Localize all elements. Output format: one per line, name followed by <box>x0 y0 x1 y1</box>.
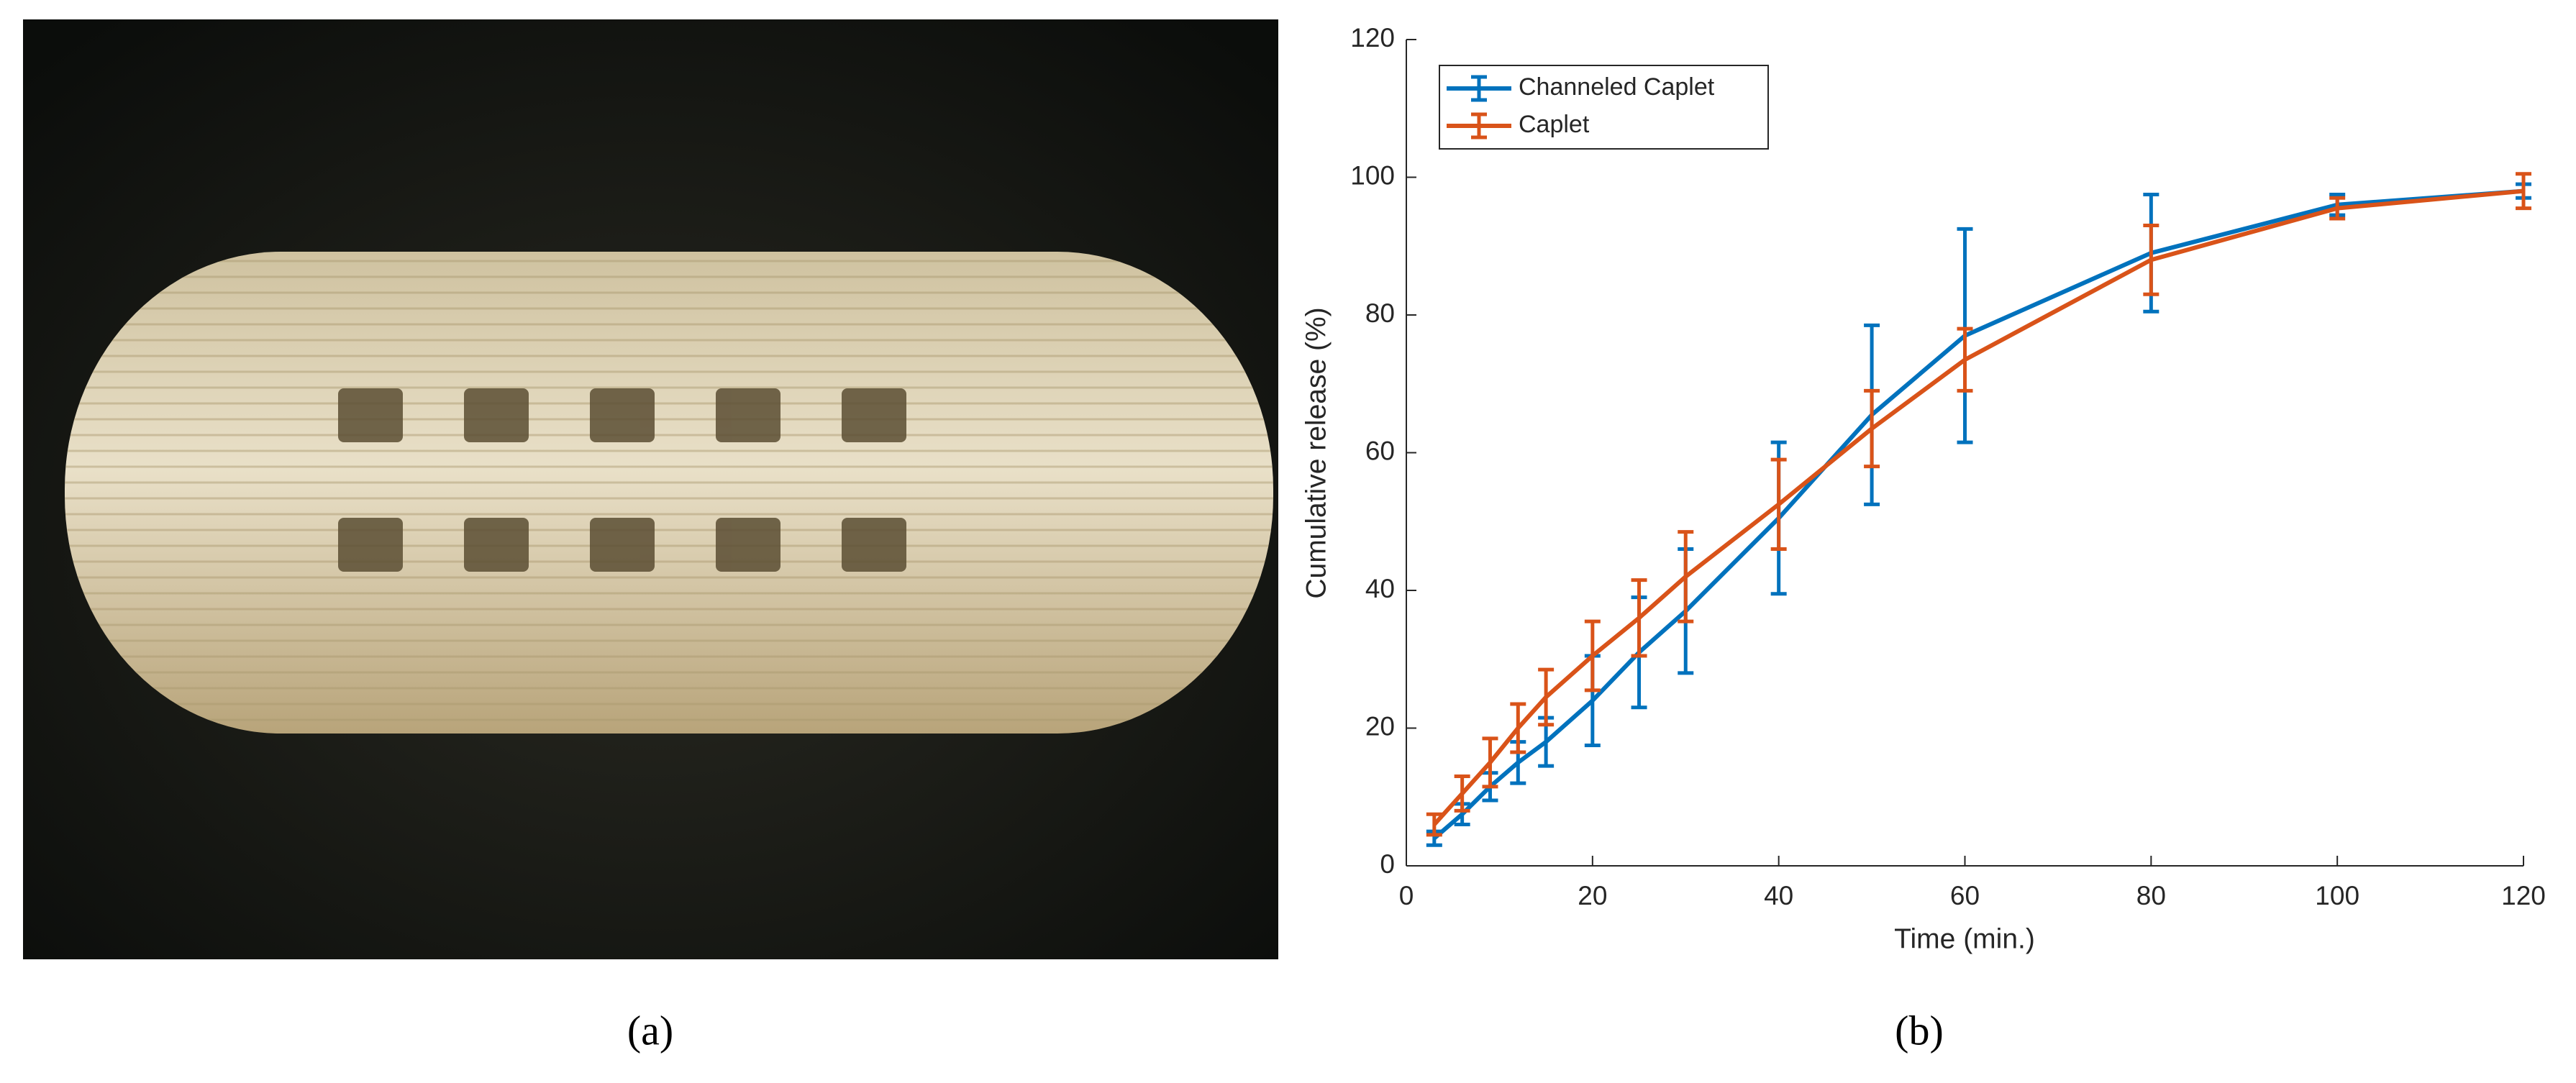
x-tick-label: 20 <box>1578 881 1607 910</box>
legend-label: Channeled Caplet <box>1519 73 1715 101</box>
channel <box>338 388 403 442</box>
error-bar <box>1510 702 1526 754</box>
x-tick-label: 0 <box>1399 881 1414 910</box>
channel <box>842 388 906 442</box>
error-bar <box>2516 172 2531 211</box>
channel <box>590 388 655 442</box>
error-bar <box>1454 774 1470 813</box>
channel <box>590 518 655 572</box>
channel <box>338 518 403 572</box>
x-axis-title: Time (min.) <box>1894 923 2035 954</box>
error-bar <box>1426 812 1442 837</box>
caplet-layers <box>65 252 1273 734</box>
error-bar <box>1631 578 1647 658</box>
series-line <box>1432 188 2524 840</box>
y-tick-label: 60 <box>1365 436 1395 465</box>
caption: (a) <box>627 1007 673 1054</box>
error-bar <box>2143 224 2159 296</box>
error-bar <box>1957 326 1973 393</box>
channels <box>338 388 906 572</box>
x-tick-label: 60 <box>1950 881 1980 910</box>
legend-box <box>1439 65 1769 150</box>
photo <box>23 19 1278 959</box>
error-bar <box>1770 457 1787 552</box>
x-tick-label: 40 <box>1764 881 1793 910</box>
y-axis-title: Cumulative release (%) <box>1301 307 1332 598</box>
y-tick-label: 80 <box>1365 298 1395 328</box>
error-bar <box>1482 736 1498 789</box>
caption: (b) <box>1895 1007 1944 1054</box>
error-bar <box>1864 388 1880 469</box>
series-line <box>1432 188 2524 826</box>
error-bar <box>1584 619 1601 693</box>
y-tick-label: 120 <box>1350 23 1395 52</box>
error-bar <box>1538 667 1555 727</box>
channel <box>716 388 780 442</box>
x-tick-label: 120 <box>2501 881 2546 910</box>
x-tick-label: 100 <box>2315 881 2359 910</box>
y-tick-label: 0 <box>1380 849 1395 879</box>
y-tick-label: 20 <box>1365 711 1395 741</box>
channel <box>464 388 529 442</box>
channel <box>716 518 780 572</box>
y-tick-label: 40 <box>1365 574 1395 603</box>
y-tick-label: 100 <box>1350 160 1395 190</box>
x-tick-label: 80 <box>2136 881 2166 910</box>
legend-label: Caplet <box>1519 111 1590 138</box>
channel <box>842 518 906 572</box>
error-bar <box>1678 530 1694 623</box>
channel <box>464 518 529 572</box>
error-bar <box>2329 196 2346 221</box>
